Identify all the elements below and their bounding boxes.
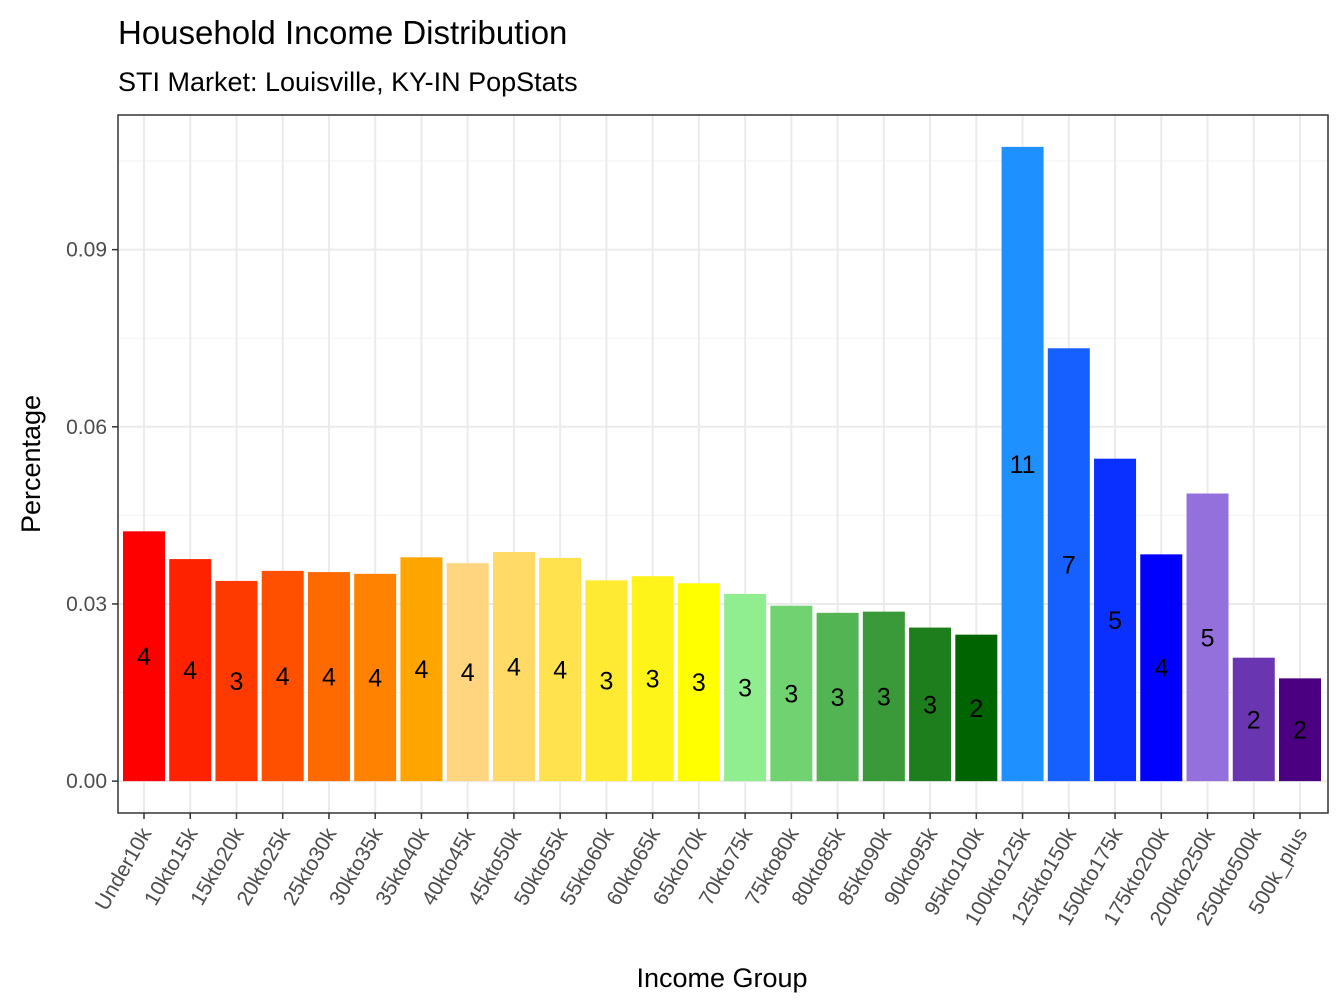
bar-100kto125k	[1001, 146, 1044, 782]
data-label-15kto20k: 3	[230, 668, 244, 696]
bar-95kto100k	[955, 634, 998, 782]
bar-20kto25k	[261, 570, 304, 782]
bar-15kto20k	[215, 580, 258, 782]
data-label-60kto65k: 3	[646, 666, 660, 694]
data-label-500k_plus: 2	[1293, 717, 1307, 745]
data-label-75kto80k: 3	[784, 680, 798, 708]
bar-150kto175k	[1094, 458, 1137, 782]
data-label-200kto250k: 5	[1201, 624, 1215, 652]
data-label-65kto70k: 3	[692, 669, 706, 697]
bar-125kto150k	[1047, 348, 1090, 782]
bar-25kto30k	[307, 572, 350, 782]
data-label-150kto175k: 5	[1108, 607, 1122, 635]
data-label-30kto35k: 4	[368, 664, 382, 692]
bar-250kto500k	[1232, 657, 1275, 782]
chart-subtitle: STI Market: Louisville, KY-IN PopStats	[118, 67, 578, 97]
data-label-125kto150k: 7	[1062, 552, 1076, 580]
x-axis: Under10k10kto15k15kto20k20kto25k25kto30k…	[91, 813, 1312, 930]
y-tick-label: 0.09	[66, 239, 107, 262]
data-label-55kto60k: 3	[599, 668, 613, 696]
x-axis-title: Income Group	[636, 963, 807, 993]
data-labels: 4 4 3 4 4 4 4 4 4 4 3 3 3 3 3 3 3 3 2 11 7 5 4 5 2 2	[137, 451, 1307, 745]
y-tick-label: 0.03	[66, 593, 107, 616]
bar-50kto55k	[539, 557, 582, 782]
bar-35kto40k	[400, 557, 443, 782]
bar-45kto50k	[492, 551, 535, 782]
y-tick-label: 0.00	[66, 770, 107, 793]
y-axis: 0.00 0.03 0.06 0.09	[66, 239, 118, 793]
bar-75kto80k	[770, 605, 813, 782]
bar-85kto90k	[862, 611, 905, 782]
bar-500k_plus	[1279, 678, 1321, 782]
bar-200kto250k	[1186, 493, 1229, 782]
bars	[123, 146, 1321, 782]
y-axis-title: Percentage	[16, 395, 46, 533]
chart-title: Household Income Distribution	[118, 14, 567, 51]
panel-border	[117, 114, 1329, 814]
data-label-90kto95k: 3	[923, 691, 937, 719]
data-label-Under10k: 4	[137, 643, 151, 671]
data-label-85kto90k: 3	[877, 683, 891, 711]
bar-175kto200k	[1140, 554, 1183, 782]
bar-70kto75k	[724, 593, 767, 782]
bar-80kto85k	[816, 612, 859, 782]
data-label-40kto45k: 4	[461, 659, 475, 687]
data-label-70kto75k: 3	[738, 675, 752, 703]
bar-60kto65k	[631, 576, 674, 782]
data-label-250kto500k: 2	[1247, 706, 1261, 734]
data-label-50kto55k: 4	[553, 657, 567, 685]
bar-65kto70k	[677, 583, 720, 782]
data-label-80kto85k: 3	[831, 684, 845, 712]
data-label-45kto50k: 4	[507, 654, 521, 682]
data-label-10kto15k: 4	[183, 657, 197, 685]
data-label-100kto125k: 11	[1010, 451, 1036, 479]
data-label-20kto25k: 4	[276, 663, 290, 691]
bar-55kto60k	[585, 580, 628, 782]
bar-90kto95k	[909, 627, 952, 782]
bar-Under10k	[123, 531, 165, 782]
bar-30kto35k	[354, 573, 397, 782]
data-label-95kto100k: 2	[969, 695, 983, 723]
bar-40kto45k	[446, 563, 489, 782]
data-label-175kto200k: 4	[1154, 655, 1168, 683]
data-label-35kto40k: 4	[414, 656, 428, 684]
data-label-25kto30k: 4	[322, 664, 336, 692]
bar-10kto15k	[169, 559, 212, 782]
y-tick-label: 0.06	[66, 416, 107, 439]
